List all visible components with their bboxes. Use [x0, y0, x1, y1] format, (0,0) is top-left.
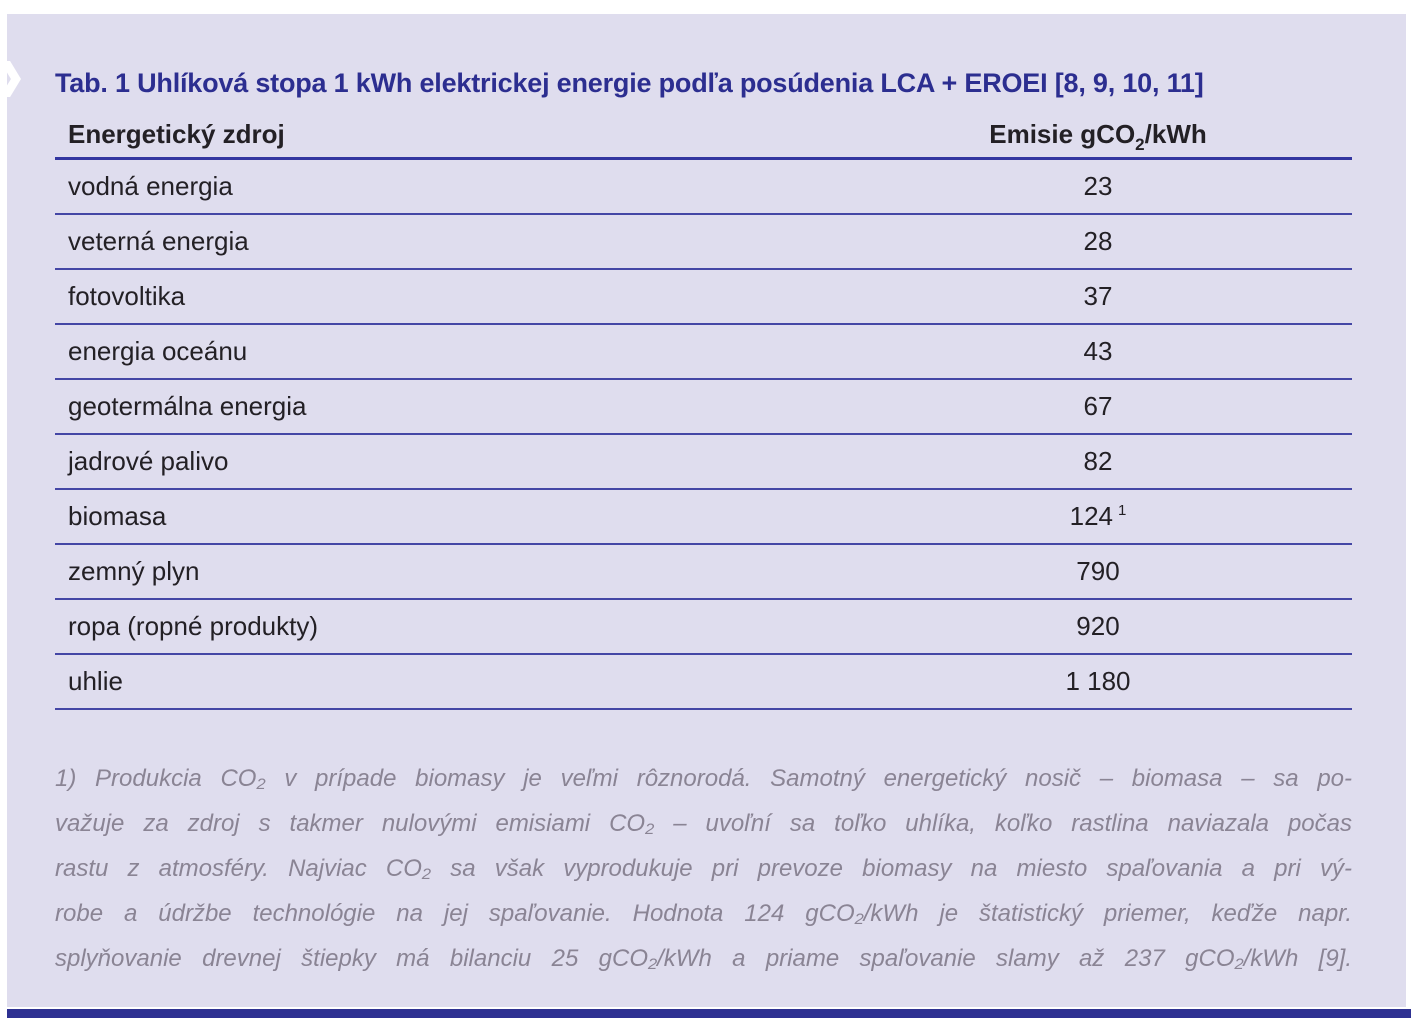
emission-value-cell: 124 1	[948, 501, 1248, 532]
emissions-table: Energetický zdroj Emisie gCO2/kWh vodná …	[55, 110, 1352, 710]
energy-source-cell: energia oceánu	[68, 336, 248, 366]
table-row: vodná energia 23	[55, 160, 1352, 215]
energy-source-cell: zemný plyn	[68, 556, 200, 586]
emission-value-cell: 67	[1083, 391, 1113, 421]
footnote-line: važuje za zdroj s takmer nulovými emisia…	[55, 810, 1352, 837]
energy-source-cell: ropa (ropné produkty)	[68, 611, 319, 641]
table-header-row: Energetický zdroj Emisie gCO2/kWh	[55, 110, 1352, 160]
table-row: biomasa 124 1	[55, 490, 1352, 545]
energy-source-cell: veterná energia	[68, 226, 249, 256]
emissions-header-pre: Emisie gCO	[989, 119, 1136, 149]
emissions-header-post: /kWh	[1144, 119, 1207, 149]
footnote-line: 1) Produkcia CO₂ v prípade biomasy je ve…	[55, 765, 1352, 792]
emissions-header-subscript: 2	[1135, 135, 1145, 154]
emission-value-cell: 28	[1083, 226, 1113, 256]
energy-source-cell: biomasa	[68, 501, 167, 531]
table-row: veterná energia 28	[55, 215, 1352, 270]
energy-source-cell: jadrové palivo	[68, 446, 229, 476]
footnote-reference-marker: 1	[1118, 502, 1127, 519]
emission-value: 124	[1069, 501, 1114, 531]
column-header-emissions: Emisie gCO2/kWh	[948, 119, 1248, 157]
table-row: geotermálna energia 67	[55, 380, 1352, 435]
energy-source-cell: geotermálna energia	[68, 391, 307, 421]
emission-value-cell: 43	[1083, 336, 1113, 366]
table-row: jadrové palivo 82	[55, 435, 1352, 490]
footnote-line: robe a údržbe technológie na jej spaľova…	[55, 900, 1352, 927]
energy-source-cell: uhlie	[68, 666, 123, 696]
energy-source-cell: fotovoltika	[68, 281, 186, 311]
emission-value-cell: 82	[1083, 446, 1113, 476]
table-title: Tab. 1 Uhlíková stopa 1 kWh elektrickej …	[55, 68, 1204, 98]
table-footnote: 1) Produkcia CO₂ v prípade biomasy je ve…	[55, 756, 1352, 981]
bottom-rule-bar	[7, 1009, 1411, 1018]
emission-value-cell: 920	[1076, 611, 1120, 641]
table-row: ropa (ropné produkty) 920	[55, 600, 1352, 655]
emission-value-cell: 37	[1083, 281, 1113, 311]
table-row: zemný plyn 790	[55, 545, 1352, 600]
emission-value-cell: 790	[1076, 556, 1120, 586]
table-panel	[7, 14, 1406, 1007]
emission-value-cell: 1 180	[1065, 666, 1131, 696]
footnote-line: rastu z atmosféry. Najviac CO₂ sa však v…	[55, 855, 1352, 882]
table-row: energia oceánu 43	[55, 325, 1352, 380]
energy-source-cell: vodná energia	[68, 171, 233, 201]
column-header-energy-source: Energetický zdroj	[68, 119, 285, 149]
table-row: fotovoltika 37	[55, 270, 1352, 325]
emission-value-cell: 23	[1083, 171, 1113, 201]
table-row: uhlie 1 180	[55, 655, 1352, 710]
footnote-line: splyňovanie drevnej štiepky má bilanciu …	[55, 945, 1352, 972]
